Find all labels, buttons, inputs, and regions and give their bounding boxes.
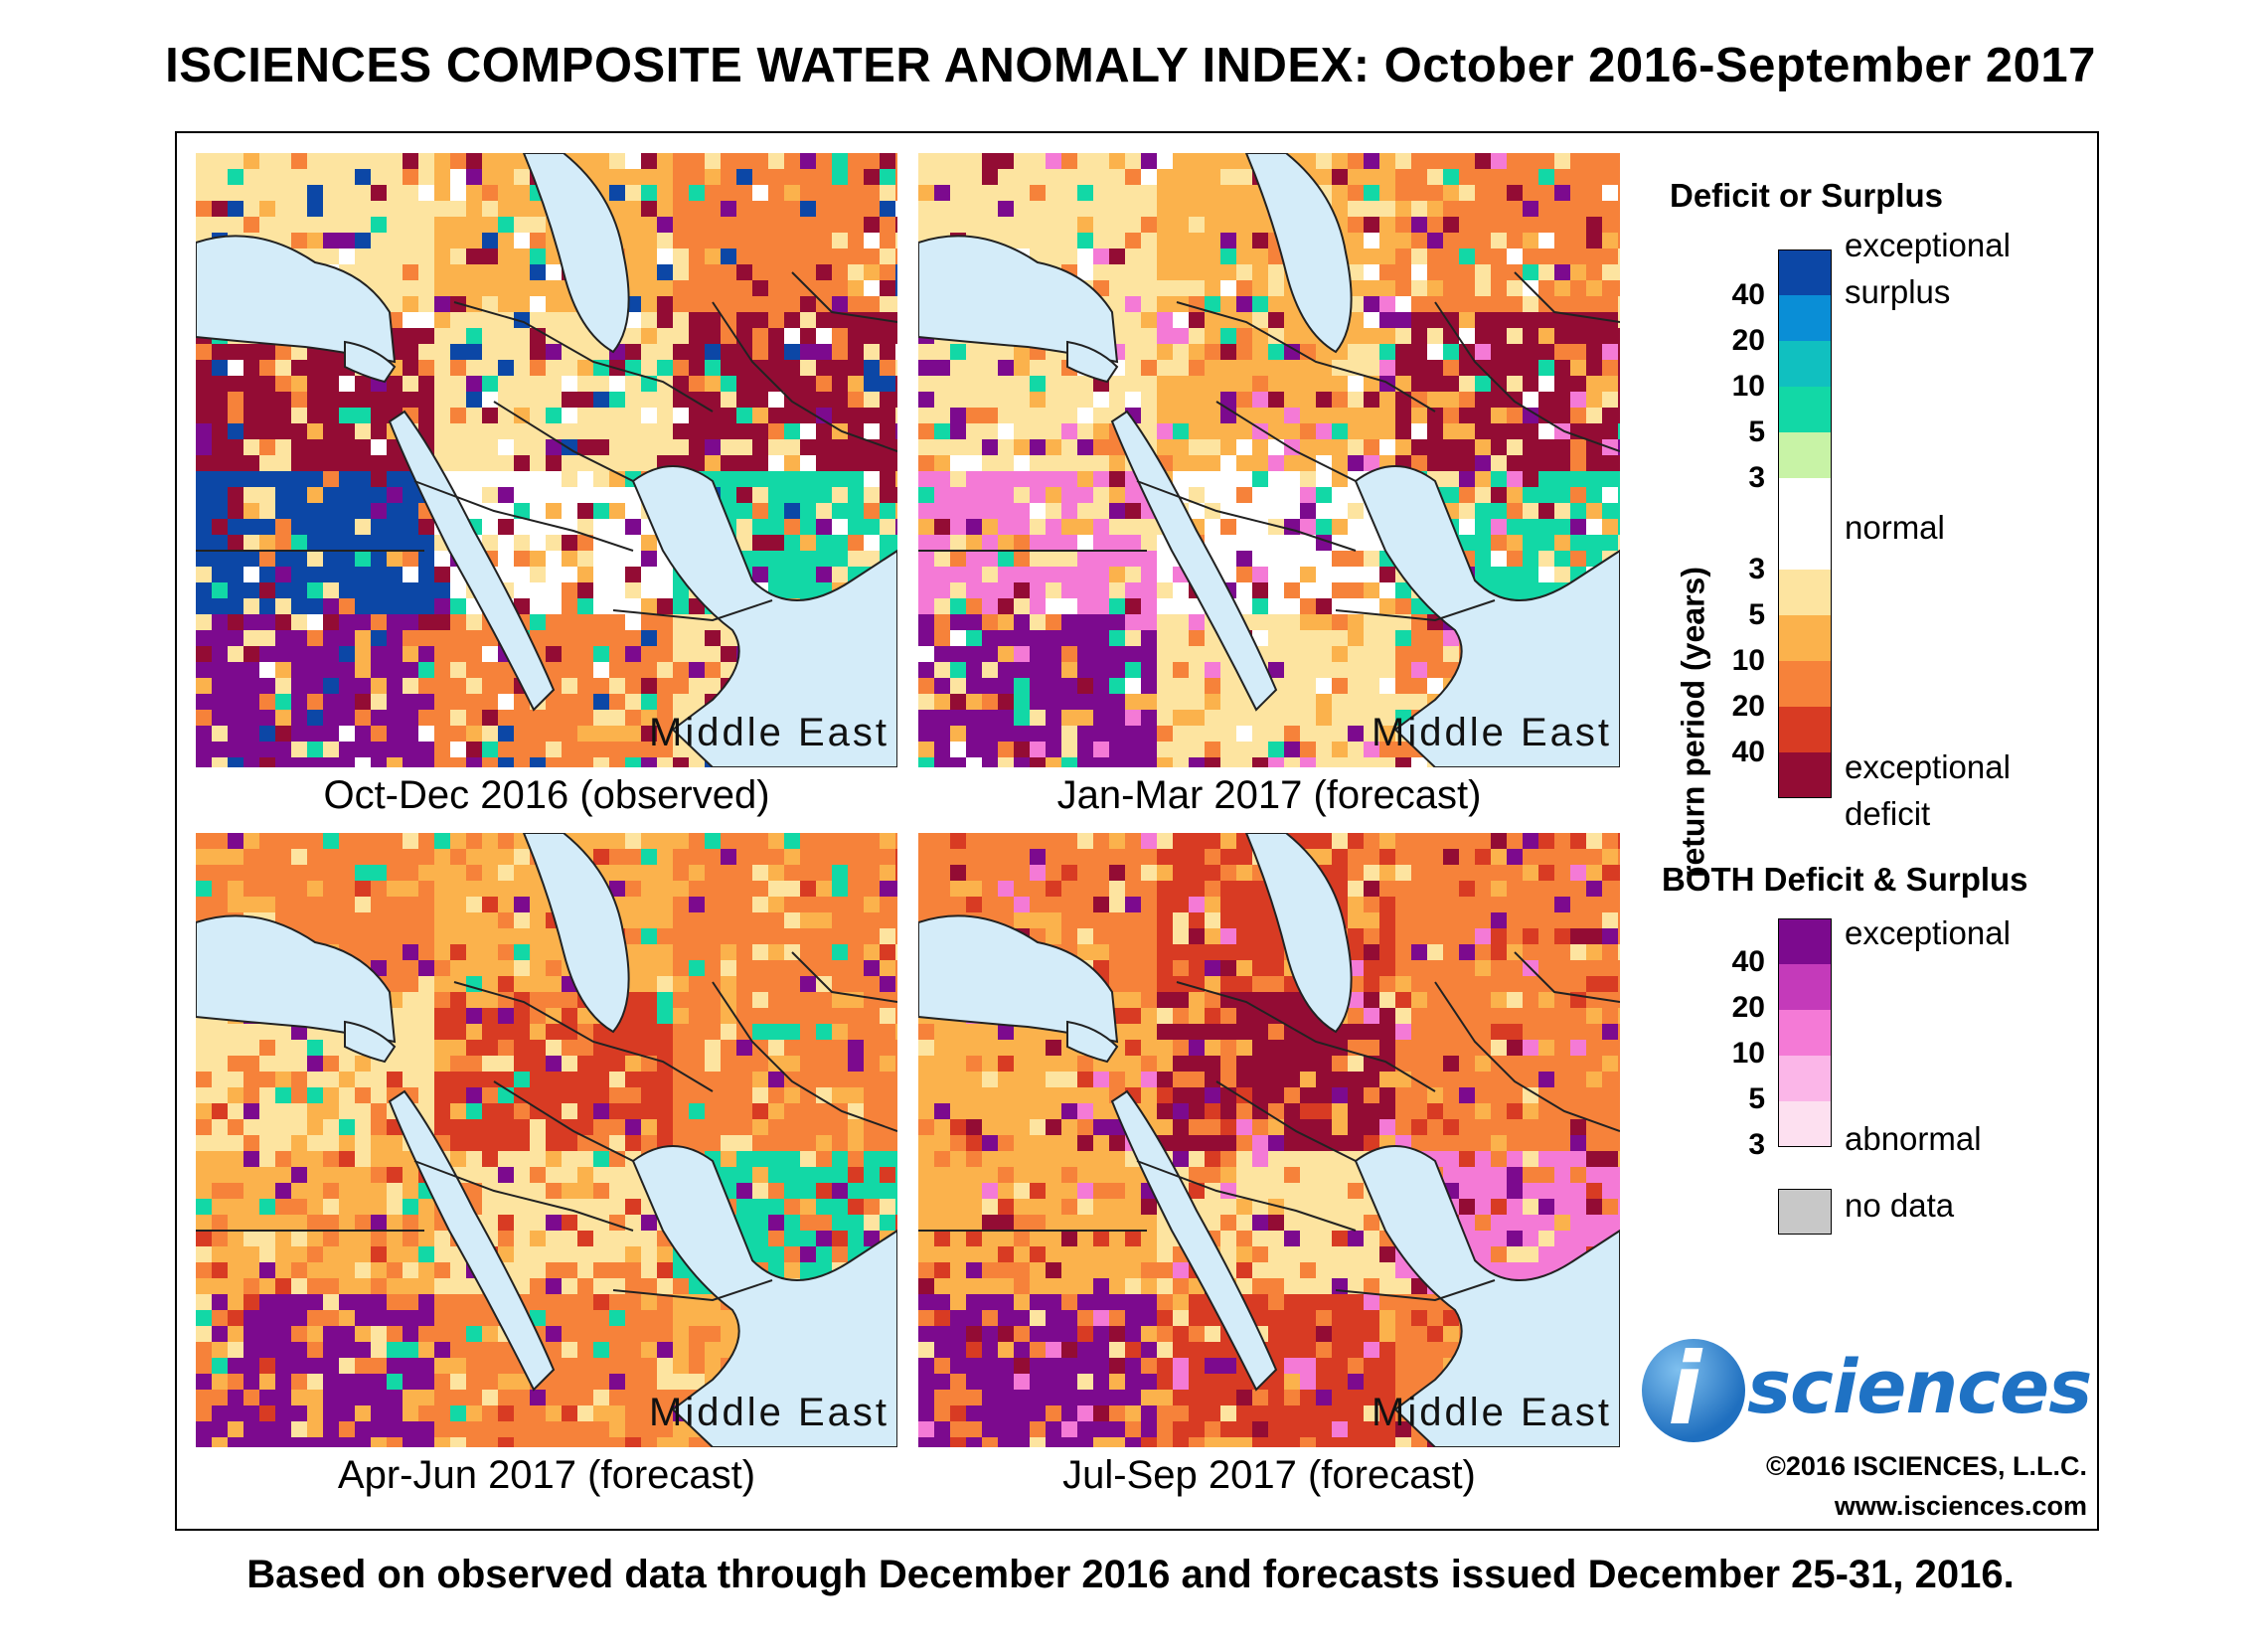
legend-swatch — [1778, 387, 1832, 432]
legend-label-normal: normal — [1845, 509, 1945, 546]
legend-swatch — [1778, 964, 1832, 1010]
legend-swatch — [1778, 524, 1832, 570]
legend-tick: 3 — [1748, 553, 1765, 585]
legend-label-deficit: deficit — [1845, 795, 1931, 832]
legend-tick: 20 — [1731, 324, 1765, 357]
legend-tick: 5 — [1748, 1082, 1765, 1115]
region-label: Middle East — [1372, 1391, 1612, 1434]
legend-swatch — [1778, 341, 1832, 387]
map-canvas — [196, 833, 897, 1447]
legend-tick: 40 — [1731, 278, 1765, 311]
legend-tick: 40 — [1731, 736, 1765, 768]
map-canvas — [918, 153, 1620, 767]
map-panel-apr-jun: Middle East — [196, 833, 897, 1447]
isciences-logo: i sciences — [1642, 1331, 2092, 1447]
legend-label-surplus: surplus — [1845, 273, 1951, 310]
map-panel-oct-dec: Middle East — [196, 153, 897, 767]
panel-caption: Jan-Mar 2017 (forecast) — [1056, 773, 1482, 817]
legend-swatch — [1778, 432, 1832, 478]
legend-swatch — [1778, 661, 1832, 707]
region-label: Middle East — [1372, 711, 1612, 754]
legend-swatch — [1778, 1010, 1832, 1056]
region-label: Middle East — [649, 1391, 889, 1434]
legend-tick: 20 — [1731, 991, 1765, 1024]
legend-swatch — [1778, 918, 1832, 964]
footer-note: Based on observed data through December … — [246, 1553, 2015, 1596]
legend-label-exceptional-deficit: exceptional — [1845, 748, 2011, 785]
legend-title-both: BOTH Deficit & Surplus — [1662, 861, 2028, 898]
legend-label-no-data: no data — [1845, 1187, 1955, 1224]
legend-tick: 5 — [1748, 598, 1765, 631]
legend-both-scale — [1778, 918, 1832, 1147]
legend-tick: 5 — [1748, 415, 1765, 448]
map-canvas — [918, 833, 1620, 1447]
legend-color-scale — [1778, 249, 1832, 798]
legend-tick: 3 — [1748, 461, 1765, 494]
legend-label-exceptional-surplus: exceptional — [1845, 227, 2011, 263]
copyright: ©2016 ISCIENCES, L.L.C. — [1766, 1451, 2087, 1481]
legend-tick: 20 — [1731, 690, 1765, 723]
website: www.isciences.com — [1834, 1491, 2087, 1521]
legend-swatch — [1778, 1101, 1832, 1147]
panel-caption: Apr-Jun 2017 (forecast) — [337, 1453, 756, 1497]
legend-label-both-exceptional: exceptional — [1845, 914, 2011, 951]
legend-swatch — [1778, 752, 1832, 798]
legend-tick: 10 — [1731, 370, 1765, 403]
legend-swatch — [1778, 478, 1832, 524]
legend-swatch — [1778, 707, 1832, 752]
legend-swatch — [1778, 570, 1832, 615]
legend-swatch — [1778, 249, 1832, 295]
legend-label-abnormal: abnormal — [1845, 1120, 1982, 1157]
legend-tick: 40 — [1731, 945, 1765, 978]
legend-title-deficit-surplus: Deficit or Surplus — [1670, 177, 1944, 214]
region-label: Middle East — [649, 711, 889, 754]
legend-tick: 10 — [1731, 644, 1765, 677]
logo-wordmark: sciences — [1747, 1345, 2092, 1430]
legend-tick: 3 — [1748, 1128, 1765, 1161]
map-title: ISCIENCES COMPOSITE WATER ANOMALY INDEX:… — [165, 39, 2096, 92]
map-panel-jul-sep: Middle East — [918, 833, 1620, 1447]
panel-caption: Jul-Sep 2017 (forecast) — [1062, 1453, 1476, 1497]
logo-globe-icon — [1642, 1339, 1745, 1442]
map-panel-jan-mar: Middle East — [918, 153, 1620, 767]
panel-caption: Oct-Dec 2016 (observed) — [323, 773, 770, 817]
figure-frame — [175, 131, 2099, 1531]
logo-letter: i — [1668, 1331, 1702, 1447]
legend-swatch — [1778, 1056, 1832, 1101]
map-canvas — [196, 153, 897, 767]
legend-swatch — [1778, 615, 1832, 661]
legend-swatch — [1778, 295, 1832, 341]
legend-no-data-swatch — [1778, 1189, 1832, 1235]
legend-tick: 10 — [1731, 1037, 1765, 1070]
